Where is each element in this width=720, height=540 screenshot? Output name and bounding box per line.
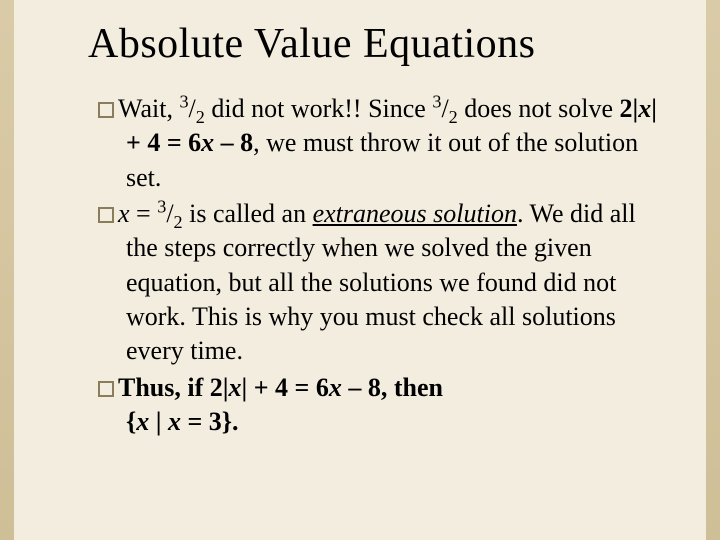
bullet-icon xyxy=(98,102,114,118)
p1-text-a: Wait, xyxy=(118,94,179,123)
p1-frac1-num: 3 xyxy=(179,91,188,111)
p1-frac2-num: 3 xyxy=(432,91,441,111)
p1-frac1-den: 2 xyxy=(196,107,205,127)
p1-text-c: does not solve xyxy=(458,94,620,123)
bullet-icon xyxy=(98,381,114,397)
paragraph-2: x = 3/2 is called an extraneous solution… xyxy=(98,197,666,369)
p2-text-b: is called an xyxy=(183,199,313,228)
p3-text-b: | + 4 = 6 xyxy=(242,373,329,402)
p3-text-e: | xyxy=(149,407,168,436)
accent-bar-left xyxy=(0,0,14,540)
p3-text-a: Thus, if 2| xyxy=(118,373,229,402)
bullet-icon xyxy=(98,207,114,223)
p1-x1: x xyxy=(638,94,651,123)
p2-text-a: = xyxy=(130,199,158,228)
p2-frac-num: 3 xyxy=(157,196,166,216)
slide-title: Absolute Value Equations xyxy=(88,20,666,68)
slide-content: Absolute Value Equations Wait, 3/2 did n… xyxy=(14,0,706,540)
p1-x2: x xyxy=(201,128,214,157)
p2-frac: 3/2 xyxy=(157,199,182,228)
p3-x3: x xyxy=(136,407,149,436)
paragraph-3: Thus, if 2|x| + 4 = 6x – 8, then {x | x … xyxy=(98,371,666,440)
paragraph-1: Wait, 3/2 did not work!! Since 3/2 does … xyxy=(98,92,666,195)
p3-text-f: = 3}. xyxy=(181,407,239,436)
p3-x1: x xyxy=(229,373,242,402)
p3-text-d: { xyxy=(126,407,136,436)
accent-bar-right xyxy=(706,0,720,540)
p1-frac2: 3/2 xyxy=(432,94,457,123)
p1-eq-a: 2| xyxy=(620,94,639,123)
p1-frac1: 3/2 xyxy=(179,94,204,123)
p1-text-b: did not work!! Since xyxy=(205,94,432,123)
p3-text-c: – 8, then xyxy=(342,373,443,402)
p2-term: extraneous solution xyxy=(313,199,517,228)
p3-x2: x xyxy=(329,373,342,402)
p1-eq-c: – 8 xyxy=(214,128,253,157)
p1-frac2-den: 2 xyxy=(449,107,458,127)
slide-body: Wait, 3/2 did not work!! Since 3/2 does … xyxy=(98,92,666,439)
p2-x: x xyxy=(118,199,130,228)
p3-x4: x xyxy=(168,407,181,436)
p2-frac-den: 2 xyxy=(174,212,183,232)
